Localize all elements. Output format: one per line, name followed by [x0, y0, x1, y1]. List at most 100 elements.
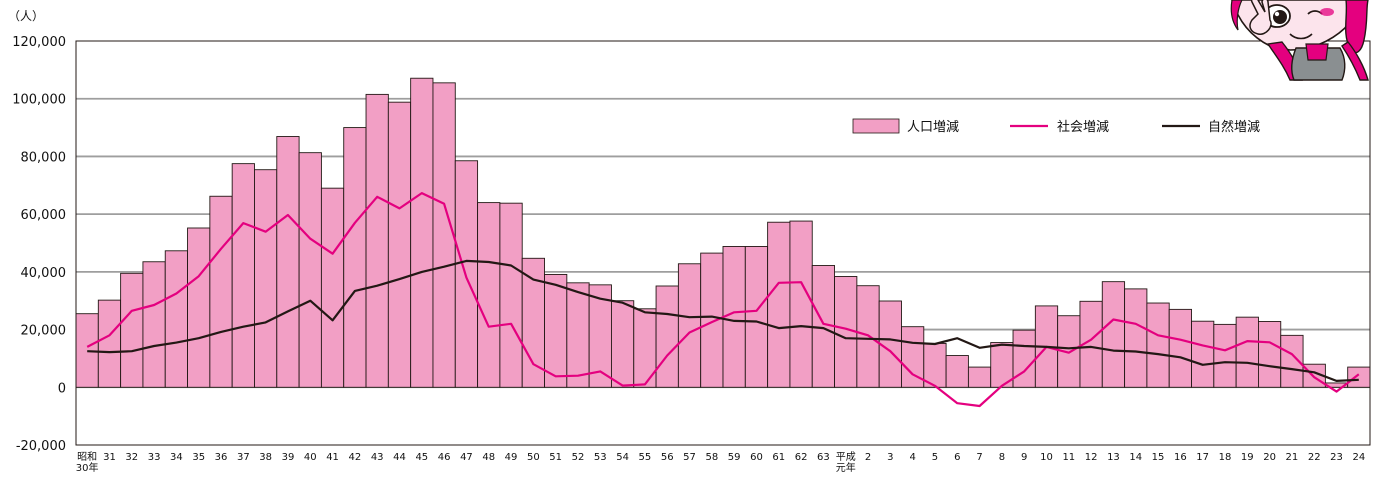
bar [700, 252, 724, 388]
x-tick-label: 47 [460, 452, 473, 463]
legend-label-natural-change: 自然増減 [1208, 119, 1260, 135]
x-tick-label: 2 [865, 452, 871, 463]
x-tick-label: 41 [326, 452, 339, 463]
bar [343, 127, 367, 388]
x-tick-label: 51 [549, 452, 562, 463]
bar [789, 220, 813, 388]
x-tick-label: 13 [1107, 452, 1120, 463]
bar [1213, 323, 1237, 388]
x-tick-label: 43 [371, 452, 384, 463]
bar [432, 82, 456, 388]
x-tick-label: 14 [1129, 452, 1142, 463]
x-tick-label: 20 [1263, 452, 1276, 463]
x-tick-label: 18 [1219, 452, 1232, 463]
x-tick-label: 9 [1021, 452, 1027, 463]
x-tick-label: 60 [750, 452, 763, 463]
bar [544, 274, 568, 388]
bar [298, 152, 322, 388]
x-tick-label: 37 [237, 452, 250, 463]
legend-label-social-change: 社会増減 [1057, 119, 1109, 135]
x-tick-label: 30年 [76, 461, 99, 474]
x-tick-label: 5 [932, 452, 938, 463]
bar [945, 355, 969, 388]
x-tick-label: 32 [125, 452, 138, 463]
x-tick-label: 38 [259, 452, 272, 463]
y-tick-label: 40,000 [21, 266, 67, 281]
bar [677, 263, 702, 388]
x-tick-label: 62 [795, 452, 808, 463]
y-unit-label: （人） [8, 9, 44, 23]
x-tick-label: 11 [1062, 452, 1075, 463]
bar [1146, 302, 1170, 388]
x-tick-label: 平成 [836, 451, 856, 463]
x-tick-label: 61 [772, 452, 785, 463]
natural-change-line [87, 259, 1359, 382]
x-tick-label: 34 [170, 452, 183, 463]
y-tick-label: 0 [58, 381, 66, 396]
x-tick-label: 7 [976, 452, 982, 463]
x-tick-label: 36 [215, 452, 228, 463]
x-tick-label: 53 [594, 452, 607, 463]
bar [276, 136, 300, 388]
x-tick-label: 59 [728, 452, 741, 463]
x-tick-label: 52 [572, 452, 585, 463]
x-tick-label: 16 [1174, 452, 1187, 463]
y-tick-labels: 120,000 100,000 80,000 60,000 40,000 20,000 0 -… [12, 35, 66, 454]
x-tick-label: 8 [999, 452, 1005, 463]
x-tick-label: 42 [349, 452, 362, 463]
bar [1012, 329, 1036, 388]
x-tick-label: 55 [639, 452, 652, 463]
bar [97, 299, 122, 388]
bar [320, 187, 345, 388]
bar [744, 246, 769, 388]
x-tick-label: 昭和 [77, 451, 97, 463]
x-tick-label: 12 [1085, 452, 1098, 463]
x-tick-label: 15 [1152, 452, 1165, 463]
x-tick-label: 33 [148, 452, 161, 463]
line-layer [86, 192, 1360, 408]
bar [610, 300, 635, 388]
bar [499, 202, 523, 388]
bar [164, 250, 189, 388]
x-tick-label: 54 [616, 452, 629, 463]
x-tick-label: 22 [1308, 452, 1321, 463]
bar [1191, 320, 1215, 388]
bar [477, 202, 501, 388]
x-tick-label: 23 [1330, 452, 1343, 463]
bar [1168, 308, 1192, 388]
y-tick-label: 20,000 [21, 324, 67, 339]
x-tick-label: 31 [103, 452, 116, 463]
x-tick-label: 4 [909, 452, 915, 463]
x-tick-label: 44 [393, 452, 406, 463]
social-change-line [86, 192, 1360, 408]
x-tick-label: 17 [1196, 452, 1209, 463]
bar [209, 195, 233, 388]
bar [1235, 316, 1259, 388]
x-tick-label: 6 [954, 452, 960, 463]
bar [387, 101, 412, 388]
bar [1347, 366, 1371, 388]
legend-label-population-change: 人口増減 [907, 119, 959, 135]
x-tick-label: 49 [505, 452, 518, 463]
x-tick-label: 46 [438, 452, 451, 463]
x-tick-label: 39 [282, 452, 295, 463]
y-tick-label: -20,000 [16, 439, 66, 454]
bar [878, 300, 902, 388]
x-tick-label: 58 [705, 452, 718, 463]
y-tick-label: 60,000 [21, 208, 67, 223]
bar [1280, 334, 1304, 388]
x-tick-label: 21 [1286, 452, 1299, 463]
bar [967, 366, 992, 388]
bar [142, 261, 166, 388]
legend-swatch-population-change [852, 118, 900, 134]
bar [1124, 288, 1148, 388]
bar [254, 169, 278, 388]
bar [410, 77, 434, 388]
bar [187, 227, 211, 388]
bar [120, 272, 144, 388]
x-tick-label: 24 [1352, 452, 1365, 463]
x-tick-label: 56 [661, 452, 674, 463]
x-tick-label: 48 [482, 452, 495, 463]
